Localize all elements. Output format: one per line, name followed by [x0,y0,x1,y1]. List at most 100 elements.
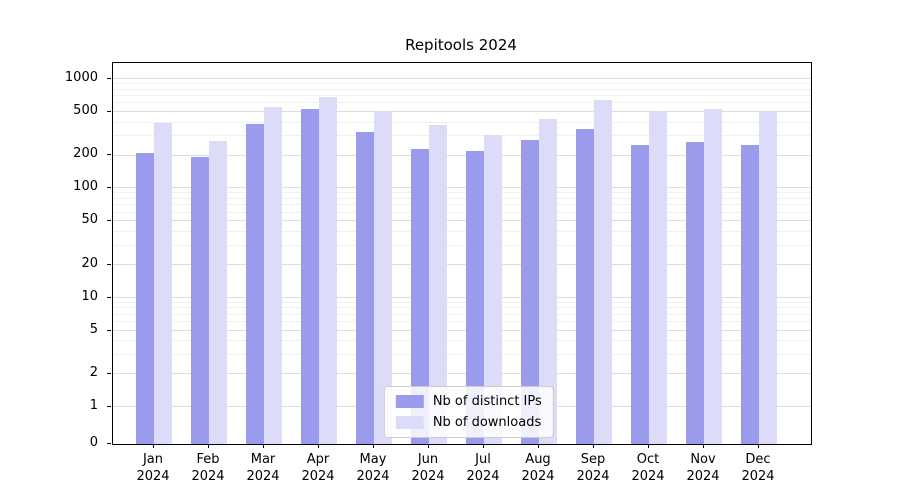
gridline [113,111,811,113]
y-axis: 0 1 2 5 10 20 50 100 200 500 1000 [0,62,112,450]
bar-distinct-ips-jul [466,150,484,444]
legend-label-downloads: Nb of downloads [432,415,542,430]
y-tick-mark [107,406,111,407]
y-tick-label: 1 [89,398,98,413]
bar-downloads-nov [704,109,722,444]
x-tick-mark [538,444,539,448]
bar-downloads-may [374,111,392,444]
x-tick-mark [263,444,264,448]
bar-downloads-sep [594,100,612,444]
y-tick-label: 50 [81,212,98,228]
y-tick-mark [107,78,111,80]
bar-downloads-dec [759,111,777,444]
x-tick-mark [208,444,209,448]
gridline [113,83,811,85]
y-tick-mark [107,187,111,189]
chart-title: Repitools 2024 [405,36,517,54]
legend: Nb of distinct IPs Nb of downloads [383,386,554,438]
y-tick-label: 10 [81,288,98,304]
bar-distinct-ips-jun [411,148,429,444]
x-tick-label: Dec 2024 [741,452,775,484]
gridline [113,329,811,331]
gridline [113,192,811,194]
y-tick-mark [107,373,111,375]
y-tick-mark [107,443,111,444]
gridline [113,340,811,342]
y-tick-mark [107,220,111,222]
x-tick-mark [593,444,594,448]
bar-distinct-ips-apr [301,109,319,444]
bar-distinct-ips-mar [246,123,264,444]
x-tick-label: Nov 2024 [686,452,720,484]
y-tick-mark [107,111,111,112]
x-tick-label: Mar 2024 [246,452,280,484]
x-tick-label: Jul 2024 [466,452,500,484]
legend-swatch-downloads [395,416,424,429]
gridline [113,220,811,222]
gridline [113,373,811,375]
x-tick-label: Jan 2024 [136,452,170,484]
y-tick-label: 500 [73,103,98,118]
x-tick-label: Aug 2024 [521,452,555,484]
bar-distinct-ips-nov [686,142,704,444]
gridline [113,121,811,123]
bar-distinct-ips-aug [521,139,539,444]
gridline [113,301,811,303]
gridline [113,135,811,137]
x-tick-label: Sep 2024 [576,452,610,484]
gridline [113,211,811,213]
gridline [113,263,811,265]
y-tick-label: 20 [81,255,98,271]
x-tick-mark [373,444,374,448]
x-tick-mark [758,444,759,448]
y-tick-label: 5 [89,321,98,337]
bar-downloads-jul [484,134,502,444]
x-tick-label: May 2024 [356,452,390,484]
bar-downloads-aug [539,119,557,444]
bar-downloads-oct [649,111,667,444]
x-tick-mark [318,444,319,448]
gridline [113,95,811,97]
y-tick-label: 2 [89,365,98,381]
gridline [113,244,811,246]
x-tick-label: Jun 2024 [411,452,445,484]
gridline [113,102,811,104]
x-tick-label: Apr 2024 [301,452,335,484]
gridline [113,353,811,355]
bar-downloads-jun [429,125,447,444]
y-tick-mark [107,154,111,156]
bar-downloads-jan [154,122,172,444]
x-tick-label: Feb 2024 [191,452,225,484]
legend-swatch-distinct-ips [395,395,424,408]
bar-distinct-ips-sep [576,128,594,444]
x-axis: Jan 2024 Feb 2024 Mar 2024 Apr 2024 May 2024 Jun 20… [112,444,810,496]
bar-distinct-ips-oct [631,144,649,444]
gridline [113,313,811,315]
y-tick-label: 200 [73,146,98,162]
x-tick-mark [428,444,429,448]
gridline [113,187,811,189]
legend-label-distinct-ips: Nb of distinct IPs [432,394,542,409]
x-tick-mark [648,444,649,448]
x-tick-mark [703,444,704,448]
y-tick-label: 100 [73,179,98,195]
x-tick-label: Oct 2024 [631,452,665,484]
bar-distinct-ips-may [356,131,374,444]
gridline [113,198,811,199]
gridline [113,78,811,80]
bar-distinct-ips-jan [136,153,154,444]
legend-item-downloads: Nb of downloads [395,415,542,430]
gridline [113,296,811,298]
x-tick-mark [483,444,484,448]
gridline [113,154,811,156]
bar-downloads-mar [264,107,282,444]
bars-container [113,63,811,444]
bar-downloads-apr [319,96,337,444]
gridline [113,230,811,232]
y-tick-mark [107,296,111,298]
y-tick-mark [107,263,111,265]
gridline [113,88,811,90]
x-tick-mark [153,444,154,448]
gridline [113,204,811,206]
